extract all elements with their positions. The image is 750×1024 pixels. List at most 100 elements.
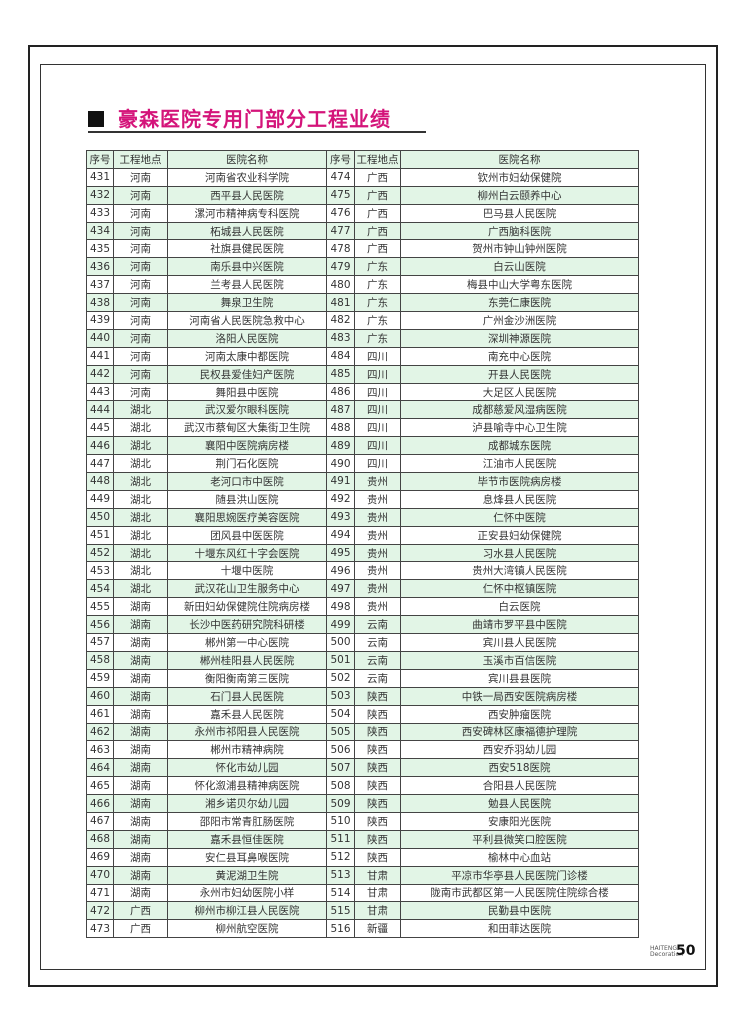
cell-no: 515 [326,901,355,921]
cell-location: 贵州 [354,597,401,617]
cell-location: 贵州 [354,507,401,527]
cell-hospital: 玉溪市百信医院 [400,650,639,670]
cell-no: 503 [326,686,355,706]
cell-location: 四川 [354,454,401,474]
cell-no: 434 [86,221,114,241]
cell-location: 湖南 [113,794,168,813]
cell-location: 贵州 [354,472,401,491]
cell-hospital: 武汉花山卫生服务中心 [167,579,327,599]
cell-location: 广西 [113,901,168,921]
cell-location: 河南 [113,328,168,348]
cell-location: 湖北 [113,561,168,581]
cell-location: 河南 [113,203,168,223]
cell-no: 485 [326,364,355,384]
cell-location: 河南 [113,364,168,384]
cell-no: 513 [326,865,355,885]
cell-hospital: 陇南市武都区第一人民医院住院综合楼 [400,883,639,903]
cell-location: 贵州 [354,525,401,545]
cell-hospital: 西平县人民医院 [167,185,327,205]
cell-hospital: 曲靖市罗平县中医院 [400,615,639,635]
cell-no: 475 [326,185,355,205]
cell-location: 云南 [354,633,401,652]
cell-no: 507 [326,758,355,778]
cell-no: 432 [86,185,114,205]
cell-location: 河南 [113,239,168,259]
cell-hospital: 和田菲达医院 [400,919,639,939]
cell-hospital: 宾川县人民医院 [400,633,639,652]
cell-no: 501 [326,650,355,670]
page-number: 50 [676,943,696,959]
cell-no: 506 [326,740,355,760]
cell-no: 433 [86,203,114,223]
cell-hospital: 毕节市医院病房楼 [400,472,639,491]
cell-no: 461 [86,704,114,724]
cell-no: 492 [326,489,355,509]
cell-location: 湖南 [113,829,168,849]
cell-hospital: 兰考县人民医院 [167,275,327,295]
cell-location: 贵州 [354,561,401,581]
cell-hospital: 舞阳县中医院 [167,382,327,402]
table-row: 447 湖北 荆门石化医院 490 四川 江油市人民医院 [86,454,639,474]
cell-location: 湖南 [113,704,168,724]
cell-hospital: 荆门石化医院 [167,454,327,474]
cell-hospital: 西安乔羽幼儿园 [400,740,639,760]
table-row: 463 湖南 郴州市精神病院 506 陕西 西安乔羽幼儿园 [86,740,639,760]
cell-hospital: 仁怀中医院 [400,507,639,527]
table-row: 452 湖北 十堰东风红十字会医院 495 贵州 习水县人民医院 [86,543,639,563]
cell-location: 陕西 [354,776,401,796]
cell-hospital: 西安碑林区康福德护理院 [400,722,639,742]
cell-hospital: 十堰东风红十字会医院 [167,543,327,563]
cell-location: 陕西 [354,740,401,760]
cell-location: 湖南 [113,740,168,760]
cell-no: 452 [86,543,114,563]
cell-hospital: 舞泉卫生院 [167,293,327,313]
cell-no: 446 [86,436,114,456]
cell-no: 480 [326,275,355,295]
cell-hospital: 武汉爱尔眼科医院 [167,400,327,420]
cell-no: 488 [326,418,355,438]
cell-hospital: 江油市人民医院 [400,454,639,474]
cell-hospital: 黄泥湖卫生院 [167,865,327,885]
header-hospital: 医院名称 [400,150,639,169]
cell-no: 494 [326,525,355,545]
cell-location: 湖北 [113,454,168,474]
cell-no: 489 [326,436,355,456]
cell-hospital: 衡阳衡南第三医院 [167,668,327,688]
table-row: 461 湖南 嘉禾县人民医院 504 陕西 西安肿瘤医院 [86,704,639,724]
cell-location: 陕西 [354,758,401,778]
cell-no: 465 [86,776,114,796]
cell-hospital: 郴州桂阳县人民医院 [167,650,327,670]
cell-no: 482 [326,311,355,330]
cell-location: 陕西 [354,704,401,724]
cell-no: 483 [326,328,355,348]
cell-location: 湖南 [113,615,168,635]
cell-no: 505 [326,722,355,742]
table-row: 454 湖北 武汉花山卫生服务中心 497 贵州 仁怀中枢镇医院 [86,579,639,599]
table-row: 458 湖南 郴州桂阳县人民医院 501 云南 玉溪市百信医院 [86,650,639,670]
cell-location: 湖南 [113,633,168,652]
table-row: 446 湖北 襄阳中医院病房楼 489 四川 成都城东医院 [86,436,639,456]
cell-location: 陕西 [354,847,401,867]
cell-no: 439 [86,311,114,330]
cell-no: 453 [86,561,114,581]
cell-location: 湖北 [113,579,168,599]
table-row: 466 湖南 湘乡诺贝尔幼儿园 509 陕西 勉县人民医院 [86,794,639,813]
table-row: 441 河南 河南太康中都医院 484 四川 南充中心医院 [86,346,639,366]
table-row: 440 河南 洛阳人民医院 483 广东 深圳神源医院 [86,328,639,348]
cell-no: 471 [86,883,114,903]
cell-no: 431 [86,167,114,187]
table-row: 445 湖北 武汉市蔡甸区大集街卫生院 488 四川 泸县喻寺中心卫生院 [86,418,639,438]
cell-location: 湖北 [113,418,168,438]
cell-hospital: 泸县喻寺中心卫生院 [400,418,639,438]
cell-location: 四川 [354,418,401,438]
cell-no: 455 [86,597,114,617]
cell-no: 470 [86,865,114,885]
cell-location: 陕西 [354,722,401,742]
cell-location: 河南 [113,275,168,295]
cell-location: 新疆 [354,919,401,939]
table-row: 470 湖南 黄泥湖卫生院 513 甘肃 平凉市华亭县人民医院门诊楼 [86,865,639,885]
cell-no: 462 [86,722,114,742]
cell-no: 509 [326,794,355,813]
cell-location: 云南 [354,668,401,688]
cell-location: 河南 [113,167,168,187]
